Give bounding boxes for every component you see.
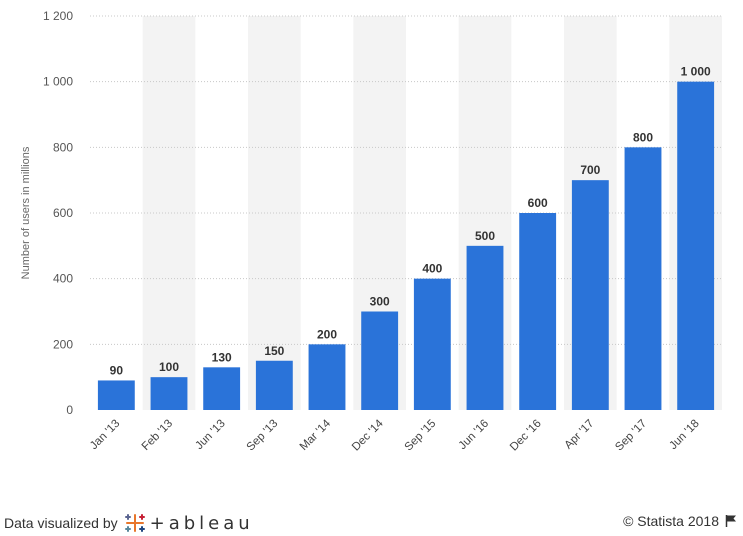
y-axis-title: Number of users in millions	[20, 146, 32, 279]
statista-credit[interactable]: © Statista 2018	[623, 513, 737, 529]
bar	[571, 180, 609, 410]
tableau-wordmark: +ableau	[149, 512, 254, 534]
value-label: 100	[159, 360, 179, 374]
value-label: 1 000	[681, 65, 711, 79]
y-tick-label: 800	[53, 140, 73, 154]
bar	[150, 377, 188, 410]
value-label: 600	[528, 196, 548, 210]
chart-area: 0 200 400 600 800 1 000 1 200 Number of users i…	[20, 9, 722, 454]
bar	[308, 344, 346, 410]
footer: Data visualized by +ableau © Statista 20…	[0, 508, 743, 536]
category-label: Dec '16	[508, 418, 544, 454]
bar	[361, 311, 399, 410]
tableau-credit[interactable]: Data visualized by +ableau	[4, 512, 254, 534]
bar	[519, 213, 557, 410]
copyright-text: © Statista 2018	[623, 513, 719, 529]
category-label: Apr '17	[562, 418, 596, 452]
y-tick-label: 400	[53, 272, 73, 286]
category-label: Sep '15	[403, 418, 439, 454]
flag-icon	[725, 515, 736, 527]
y-tick-label: 0	[66, 403, 73, 417]
value-label: 700	[580, 163, 600, 177]
y-tick-label: 1 200	[43, 9, 73, 23]
value-label: 300	[370, 295, 390, 309]
bar	[466, 245, 504, 410]
bar	[255, 360, 293, 410]
bar	[413, 278, 451, 410]
category-label: Sep '13	[245, 418, 281, 454]
value-label: 500	[475, 229, 495, 243]
category-label: Mar '14	[298, 417, 334, 453]
value-label: 400	[422, 262, 442, 276]
category-label: Jun '16	[457, 418, 491, 452]
bar	[203, 367, 241, 410]
tableau-logo-icon	[124, 514, 145, 532]
visualized-by-text: Data visualized by	[4, 515, 118, 531]
category-label: Jun '18	[667, 418, 701, 452]
y-tick-label: 1 000	[43, 75, 73, 89]
value-label: 200	[317, 327, 337, 341]
bar	[624, 147, 662, 411]
y-tick-label: 200	[53, 337, 73, 351]
category-label: Dec '14	[350, 417, 386, 453]
bar	[97, 380, 135, 410]
bar	[677, 81, 715, 411]
category-label: Jan '13	[88, 418, 122, 452]
value-label: 130	[212, 350, 232, 364]
value-label: 90	[110, 363, 124, 377]
category-label: Jun '13	[193, 418, 227, 452]
y-tick-label: 600	[53, 206, 73, 220]
value-label: 800	[633, 130, 653, 144]
category-label: Feb '13	[140, 418, 175, 453]
bar-chart: 0 200 400 600 800 1 000 1 200 Number of users i…	[20, 9, 722, 454]
category-label: Sep '17	[613, 418, 649, 454]
value-label: 150	[264, 344, 284, 358]
